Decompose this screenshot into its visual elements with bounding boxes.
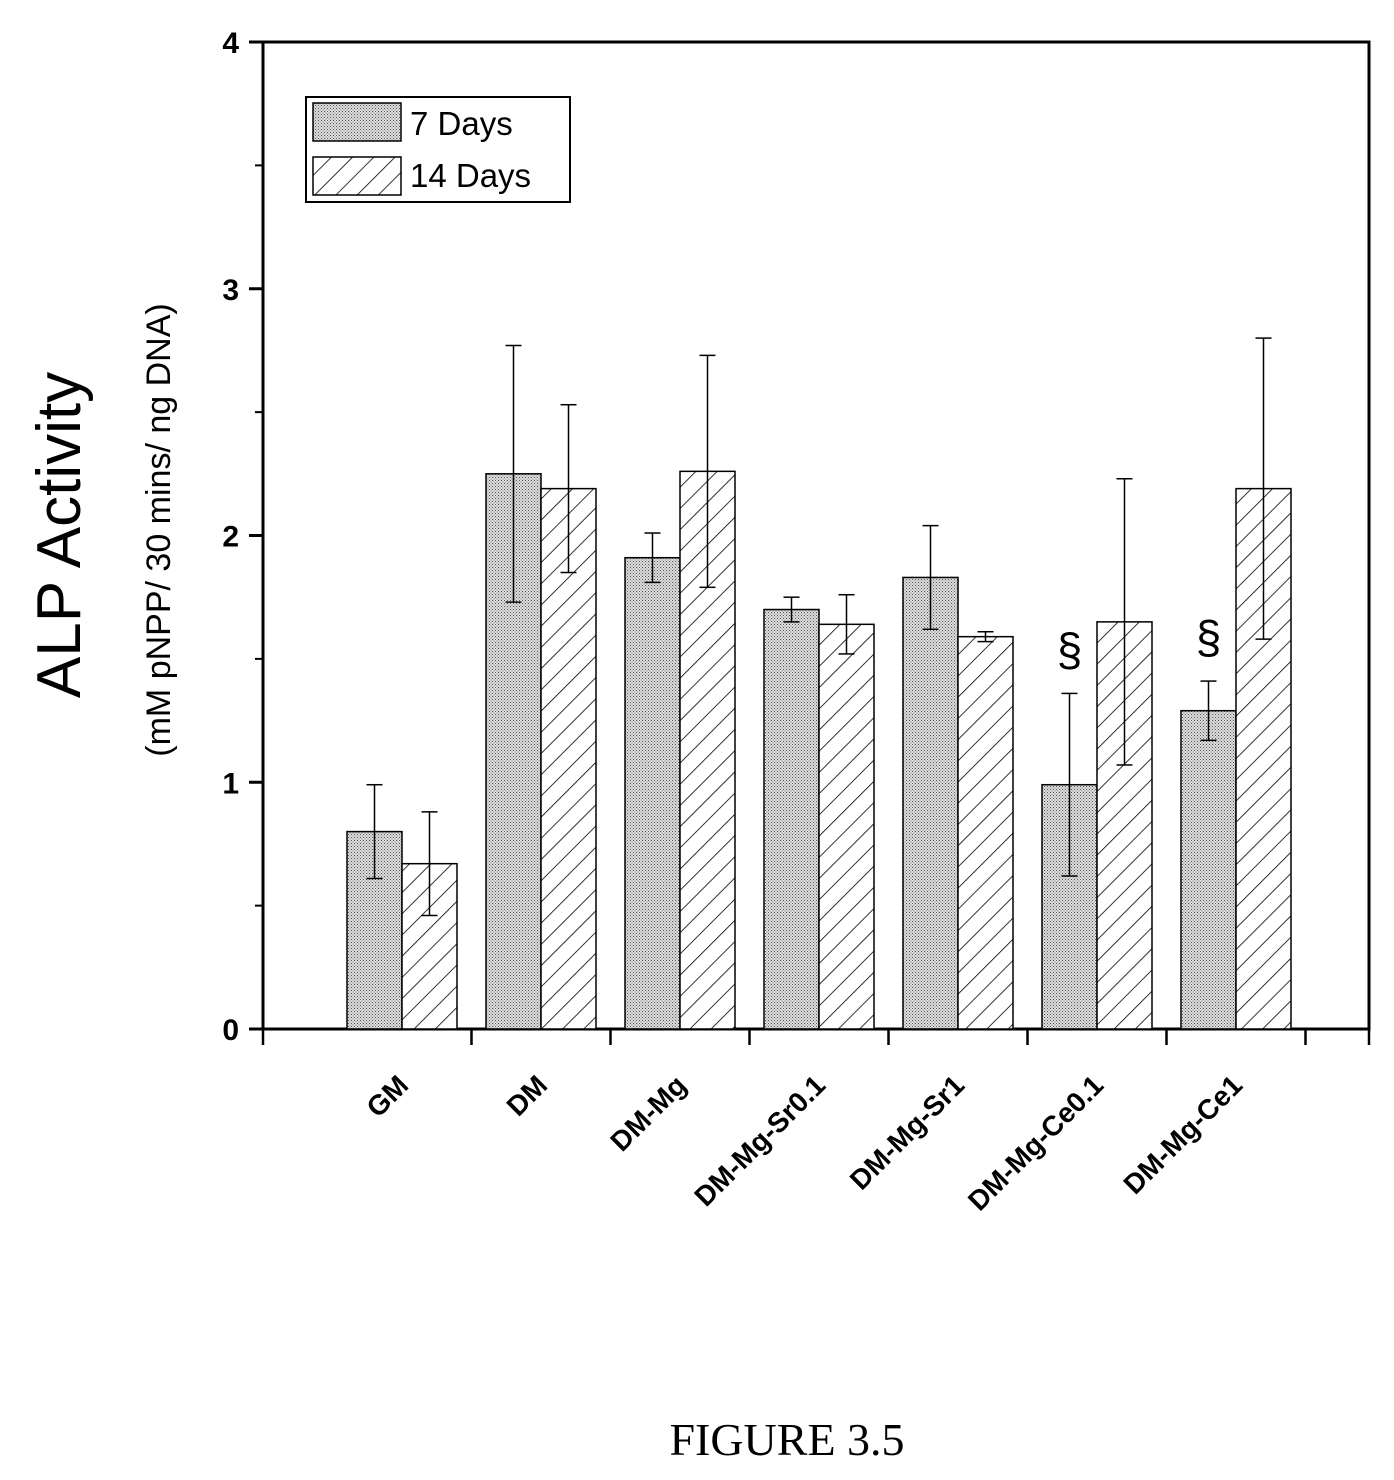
bar-14-days <box>818 623 875 1030</box>
y-axis-subtitle: (mM pNPP/ 30 mins/ ng DNA) <box>140 303 178 756</box>
significance-marker: § <box>1196 611 1222 663</box>
y-tick-label: 0 <box>222 1014 239 1047</box>
legend-label-7-days: 7 Days <box>410 105 513 142</box>
legend-label-14-days: 14 Days <box>410 157 531 194</box>
x-category-label: DM-Mg <box>604 1069 692 1157</box>
bar-7-days <box>1180 709 1237 1030</box>
significance-marker: § <box>1057 623 1083 675</box>
x-category-label: DM-Mg-Sr0.1 <box>688 1069 831 1212</box>
y-axis-title: ALP Activity <box>25 372 94 698</box>
y-tick-label: 3 <box>222 274 239 307</box>
bar-14-days <box>957 635 1014 1030</box>
x-category-label: DM-Mg-Ce0.1 <box>962 1069 1109 1216</box>
x-category-label: DM-Mg-Sr1 <box>844 1069 970 1195</box>
figure-caption: FIGURE 3.5 <box>669 1414 904 1465</box>
bar-14-days <box>540 487 597 1030</box>
y-tick-label: 1 <box>222 767 239 800</box>
x-category-label: GM <box>360 1069 414 1123</box>
bar-7-days <box>902 576 959 1030</box>
y-tick-label: 2 <box>222 521 239 554</box>
x-category-label: DM <box>501 1069 554 1122</box>
y-tick-label: 4 <box>222 27 239 60</box>
bar-7-days <box>763 608 820 1030</box>
legend: 7 Days 14 Days <box>305 96 571 203</box>
legend-swatch-7-days <box>312 102 402 142</box>
bar-7-days <box>624 556 681 1030</box>
legend-swatch-14-days <box>312 156 402 196</box>
x-category-label: DM-Mg-Ce1 <box>1117 1069 1248 1200</box>
